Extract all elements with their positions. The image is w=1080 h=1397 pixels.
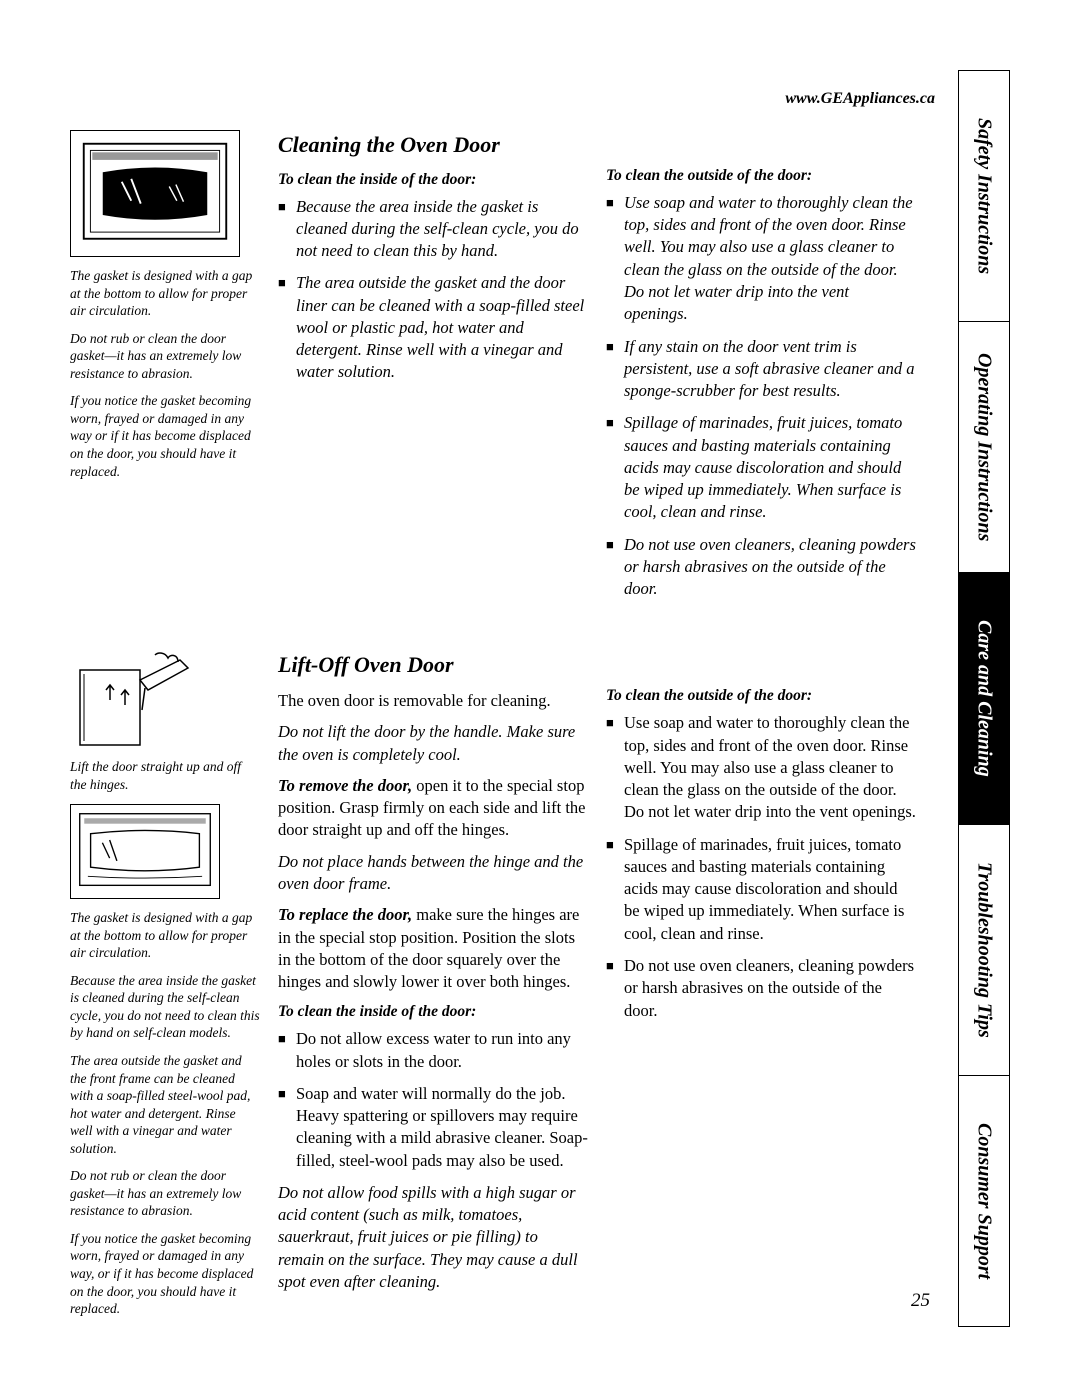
subheading: To clean the inside of the door: [278, 1002, 588, 1023]
tab-safety[interactable]: Safety Instructions [959, 71, 1009, 322]
side-tabs: Safety Instructions Operating Instructio… [958, 70, 1010, 1327]
list-item: Do not use oven cleaners, cleaning powde… [606, 955, 916, 1022]
subheading: To clean the inside of the door: [278, 170, 588, 191]
right-column: To clean the outside of the door: Use so… [606, 650, 916, 1327]
subheading: To clean the outside of the door: [606, 686, 916, 707]
list-item: Spillage of marinades, fruit juices, tom… [606, 834, 916, 945]
mid-column: Cleaning the Oven Door To clean the insi… [278, 130, 588, 610]
list-item: Spillage of marinades, fruit juices, tom… [606, 412, 916, 523]
list-item: Use soap and water to thoroughly clean t… [606, 712, 916, 823]
list-item: Do not allow excess water to run into an… [278, 1028, 588, 1073]
sidebar-illustration-col: Lift the door straight up and off the hi… [70, 650, 260, 1327]
section-cleaning-oven-door: The gasket is designed with a gap at the… [70, 130, 945, 610]
tab-troubleshooting[interactable]: Troubleshooting Tips [959, 825, 1009, 1076]
runin-bold: To remove the door, [278, 776, 412, 795]
sidebar-illustration-col: The gasket is designed with a gap at the… [70, 130, 260, 610]
oven-door-illustration [70, 130, 240, 257]
body-text: To replace the door, make sure the hinge… [278, 904, 588, 993]
list-item: The area outside the gasket and the door… [278, 272, 588, 383]
runin-bold: To replace the door, [278, 905, 412, 924]
section-liftoff-oven-door: Lift the door straight up and off the hi… [70, 650, 945, 1327]
caption-text: If you notice the gasket becoming worn, … [70, 392, 260, 480]
section-title: Lift-Off Oven Door [278, 650, 588, 680]
page-content: The gasket is designed with a gap at the… [70, 70, 945, 1327]
caption-text: Do not rub or clean the door gasket—it h… [70, 1167, 260, 1220]
body-text: Do not allow food spills with a high sug… [278, 1182, 588, 1293]
caption-text: The area outside the gasket and the fron… [70, 1052, 260, 1157]
tab-operating[interactable]: Operating Instructions [959, 322, 1009, 573]
right-column: To clean the outside of the door: Use so… [606, 130, 916, 610]
tab-care-cleaning[interactable]: Care and Cleaning [959, 573, 1009, 824]
body-text: The oven door is removable for cleaning. [278, 690, 588, 712]
page-number: 25 [911, 1290, 930, 1312]
list-item: Use soap and water to thoroughly clean t… [606, 192, 916, 326]
list-item: Because the area inside the gasket is cl… [278, 196, 588, 263]
caption-text: The gasket is designed with a gap at the… [70, 909, 260, 962]
tab-consumer-support[interactable]: Consumer Support [959, 1076, 1009, 1326]
subheading: To clean the outside of the door: [606, 166, 916, 187]
caption-text: Do not rub or clean the door gasket—it h… [70, 330, 260, 383]
lift-door-illustration [70, 650, 200, 750]
oven-front-illustration [70, 804, 220, 900]
list-item: Soap and water will normally do the job.… [278, 1083, 588, 1172]
caption-text: Lift the door straight up and off the hi… [70, 758, 260, 793]
list-item: Do not use oven cleaners, cleaning powde… [606, 534, 916, 601]
mid-column: Lift-Off Oven Door The oven door is remo… [278, 650, 588, 1327]
caption-text: The gasket is designed with a gap at the… [70, 267, 260, 320]
caption-text: Because the area inside the gasket is cl… [70, 972, 260, 1042]
list-item: If any stain on the door vent trim is pe… [606, 336, 916, 403]
caption-text: If you notice the gasket becoming worn, … [70, 1230, 260, 1318]
body-text: Do not place hands between the hinge and… [278, 851, 588, 896]
body-text: To remove the door, open it to the speci… [278, 775, 588, 842]
section-title: Cleaning the Oven Door [278, 130, 588, 160]
body-text: Do not lift the door by the handle. Make… [278, 721, 588, 766]
